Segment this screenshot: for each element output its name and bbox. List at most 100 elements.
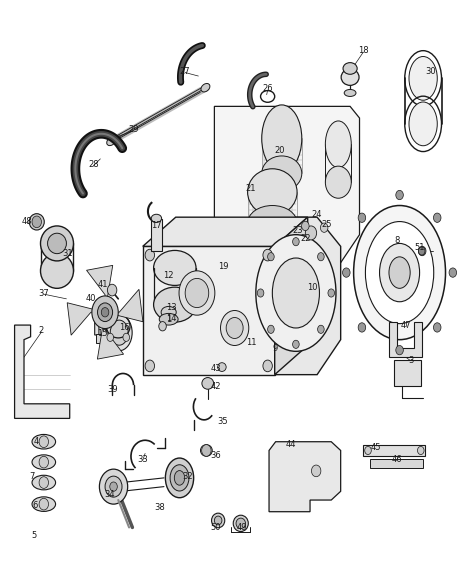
Ellipse shape <box>380 243 419 302</box>
Polygon shape <box>87 265 113 312</box>
Text: 31: 31 <box>62 250 73 258</box>
Text: 5: 5 <box>32 530 37 540</box>
Ellipse shape <box>233 515 248 532</box>
Ellipse shape <box>110 320 128 345</box>
Text: 27: 27 <box>180 67 191 76</box>
Polygon shape <box>105 289 143 322</box>
Text: 28: 28 <box>88 160 99 169</box>
Circle shape <box>110 482 117 491</box>
Polygon shape <box>143 217 308 246</box>
Polygon shape <box>251 217 341 374</box>
Text: 10: 10 <box>307 282 318 292</box>
Text: 34: 34 <box>104 490 115 499</box>
Ellipse shape <box>273 258 319 328</box>
Polygon shape <box>269 442 341 512</box>
Ellipse shape <box>40 253 73 288</box>
Text: 37: 37 <box>38 288 49 298</box>
Ellipse shape <box>218 363 226 372</box>
Text: 46: 46 <box>392 455 402 464</box>
Text: 38: 38 <box>154 503 164 512</box>
Ellipse shape <box>343 63 357 74</box>
Ellipse shape <box>159 314 178 325</box>
Polygon shape <box>370 459 423 468</box>
Circle shape <box>107 333 114 342</box>
Circle shape <box>305 226 317 240</box>
Bar <box>96 334 105 343</box>
Ellipse shape <box>325 121 351 168</box>
Text: 11: 11 <box>246 338 256 347</box>
Text: 2: 2 <box>39 326 44 335</box>
Ellipse shape <box>341 69 359 86</box>
Text: 47: 47 <box>401 321 411 329</box>
Text: 42: 42 <box>210 382 221 391</box>
Circle shape <box>268 325 274 333</box>
Circle shape <box>179 271 215 315</box>
Text: 41: 41 <box>98 280 108 289</box>
Circle shape <box>365 447 371 455</box>
Circle shape <box>433 213 441 223</box>
Ellipse shape <box>236 518 246 529</box>
Circle shape <box>101 308 109 317</box>
Polygon shape <box>97 312 124 359</box>
Circle shape <box>419 246 426 255</box>
Circle shape <box>98 303 113 322</box>
Circle shape <box>358 213 365 223</box>
Ellipse shape <box>262 156 302 191</box>
Circle shape <box>145 360 155 372</box>
Ellipse shape <box>32 434 55 449</box>
Text: 7: 7 <box>29 472 35 481</box>
Ellipse shape <box>344 90 356 97</box>
Circle shape <box>159 322 166 331</box>
Text: 20: 20 <box>274 145 285 155</box>
Circle shape <box>396 346 403 355</box>
Text: 44: 44 <box>286 440 296 449</box>
Bar <box>394 360 421 386</box>
Ellipse shape <box>32 455 55 469</box>
Polygon shape <box>15 325 70 418</box>
Text: 39: 39 <box>107 385 118 394</box>
Ellipse shape <box>47 233 66 254</box>
Text: 21: 21 <box>246 183 256 193</box>
Text: 26: 26 <box>262 84 273 93</box>
Polygon shape <box>95 308 102 335</box>
Circle shape <box>358 323 365 332</box>
Polygon shape <box>214 107 359 263</box>
Circle shape <box>123 333 129 342</box>
Circle shape <box>419 247 425 255</box>
Text: 8: 8 <box>394 236 400 245</box>
Text: 18: 18 <box>358 46 369 56</box>
Text: 45: 45 <box>371 443 381 452</box>
Circle shape <box>318 253 324 261</box>
Circle shape <box>449 268 456 277</box>
Polygon shape <box>275 217 308 374</box>
Ellipse shape <box>107 137 116 145</box>
Text: 19: 19 <box>218 263 228 271</box>
Ellipse shape <box>409 102 438 146</box>
Circle shape <box>396 190 403 200</box>
Text: 12: 12 <box>164 271 174 280</box>
Circle shape <box>185 278 209 308</box>
Ellipse shape <box>32 475 55 490</box>
Circle shape <box>320 223 328 232</box>
Text: 49: 49 <box>237 523 247 532</box>
Ellipse shape <box>154 250 196 285</box>
Circle shape <box>108 284 117 296</box>
Circle shape <box>343 268 350 277</box>
Circle shape <box>311 465 321 477</box>
Polygon shape <box>389 322 422 357</box>
Circle shape <box>418 447 424 455</box>
Circle shape <box>201 445 211 456</box>
Polygon shape <box>363 445 426 456</box>
Ellipse shape <box>201 83 210 92</box>
Circle shape <box>100 469 128 504</box>
Ellipse shape <box>202 377 214 389</box>
Text: 29: 29 <box>128 125 138 134</box>
Ellipse shape <box>201 445 212 456</box>
Text: 43: 43 <box>210 364 221 373</box>
Ellipse shape <box>29 214 44 230</box>
Ellipse shape <box>325 166 351 198</box>
Text: 24: 24 <box>312 210 322 219</box>
Circle shape <box>257 289 264 297</box>
Ellipse shape <box>161 306 176 318</box>
Text: 6: 6 <box>33 502 38 510</box>
